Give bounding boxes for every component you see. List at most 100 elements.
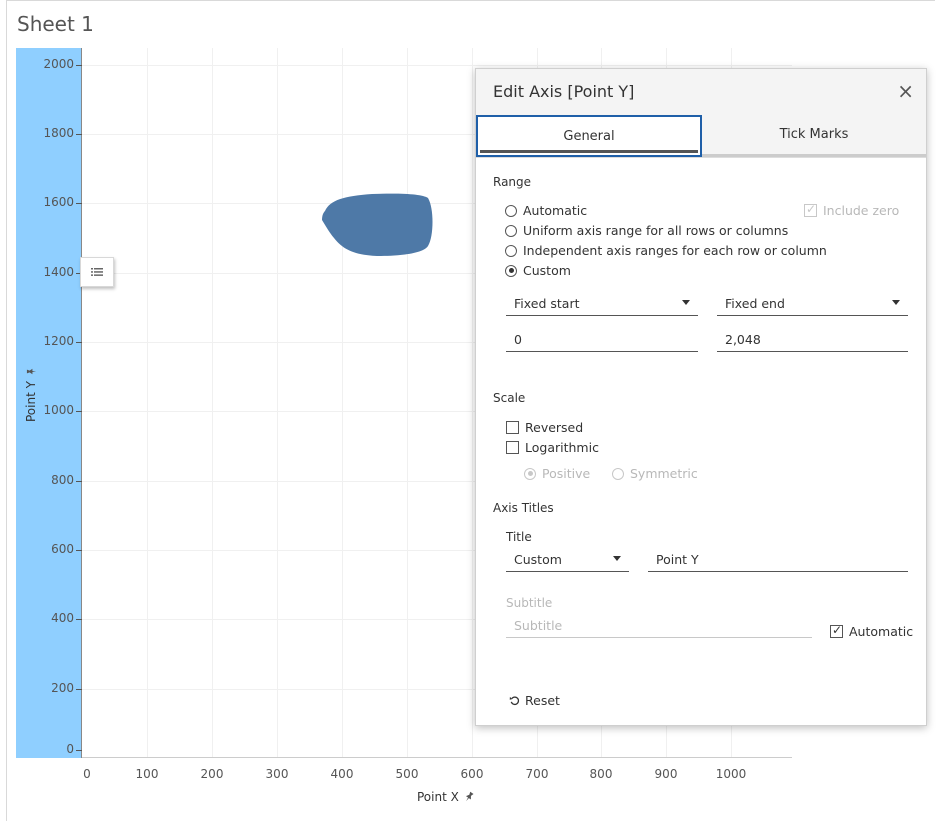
chevron-down-icon <box>682 300 690 305</box>
gridline-horizontal <box>82 203 792 204</box>
y-tick-mark <box>76 550 82 551</box>
gridline-vertical <box>147 48 148 758</box>
include-zero-checkbox[interactable] <box>804 202 817 217</box>
dialog-header[interactable]: Edit Axis [Point Y] × <box>476 69 926 115</box>
edit-axis-dialog: Edit Axis [Point Y] × General Tick Marks… <box>475 68 927 726</box>
y-tick-mark <box>76 134 82 135</box>
range-end-input[interactable]: 2,048 <box>717 328 908 352</box>
axis-titles-section-label: Axis Titles <box>493 501 554 515</box>
list-icon <box>91 268 103 276</box>
fixed-end-select[interactable]: Fixed end <box>717 292 908 316</box>
range-option-independent[interactable]: Independent axis ranges for each row or … <box>505 243 827 258</box>
y-tick-mark <box>76 411 82 412</box>
x-tick-label: 200 <box>200 767 224 781</box>
radio-positive[interactable] <box>524 467 536 480</box>
reversed-checkbox[interactable] <box>506 421 519 434</box>
y-axis-line <box>81 48 82 758</box>
gridline-vertical <box>277 48 278 758</box>
plot-area[interactable] <box>82 48 792 758</box>
title-mode-value: Custom <box>514 552 562 567</box>
include-zero-option[interactable]: Include zero <box>804 202 899 218</box>
range-section-label: Range <box>493 175 532 189</box>
range-option-custom[interactable]: Custom <box>505 263 571 278</box>
y-tick-label: 0 <box>66 742 74 756</box>
x-tick-label: 700 <box>525 767 549 781</box>
gridline-horizontal <box>82 481 792 482</box>
gridline-vertical <box>342 48 343 758</box>
y-tick-mark <box>76 481 82 482</box>
y-tick-label: 1600 <box>43 195 74 209</box>
radio-positive-label: Positive <box>542 466 591 481</box>
fixed-end-value: Fixed end <box>725 296 785 311</box>
chart-marks <box>322 193 433 256</box>
x-tick-label: 1000 <box>715 767 747 781</box>
range-start-input[interactable]: 0 <box>506 328 698 352</box>
y-tick-mark <box>76 619 82 620</box>
close-icon[interactable]: × <box>897 79 914 103</box>
title-label: Title <box>506 530 532 544</box>
fixed-start-select[interactable]: Fixed start <box>506 292 698 316</box>
subtitle-label: Subtitle <box>506 596 553 610</box>
gridline-horizontal <box>82 273 792 274</box>
chevron-down-icon <box>613 556 621 561</box>
subtitle-automatic-option[interactable]: Automatic <box>830 623 913 639</box>
radio-uniform[interactable] <box>505 224 517 237</box>
y-tick-mark <box>76 273 82 274</box>
y-tick-mark <box>76 203 82 204</box>
x-axis-title-text: Point X <box>417 790 459 804</box>
y-tick-mark <box>76 65 82 66</box>
gridline-horizontal <box>82 65 792 66</box>
reset-button[interactable]: Reset <box>509 693 560 708</box>
fixed-start-value: Fixed start <box>514 296 580 311</box>
subtitle-input[interactable]: Subtitle <box>506 614 812 638</box>
radio-custom[interactable] <box>505 264 517 277</box>
y-axis-title[interactable]: Point Y <box>24 366 38 422</box>
x-tick-label: 400 <box>330 767 354 781</box>
dialog-title: Edit Axis [Point Y] <box>493 82 635 101</box>
x-tick-label: 500 <box>395 767 419 781</box>
y-tick-mark <box>76 342 82 343</box>
logarithmic-checkbox[interactable] <box>506 441 519 454</box>
x-tick-label: 600 <box>460 767 484 781</box>
logarithmic-option[interactable]: Logarithmic <box>506 440 599 455</box>
range-option-uniform[interactable]: Uniform axis range for all rows or colum… <box>505 223 788 238</box>
reversed-label: Reversed <box>525 420 584 435</box>
y-tick-label: 2000 <box>43 57 74 71</box>
polygon-mark[interactable] <box>322 193 433 256</box>
tab-general[interactable]: General <box>476 115 702 157</box>
y-tick-label: 200 <box>51 681 74 695</box>
x-axis-title[interactable]: Point X <box>417 790 475 804</box>
title-input[interactable]: Point Y <box>648 548 908 572</box>
range-option-automatic[interactable]: Automatic <box>505 203 587 218</box>
radio-independent-label: Independent axis ranges for each row or … <box>523 243 827 258</box>
x-tick-label: 300 <box>265 767 289 781</box>
radio-symmetric-label: Symmetric <box>630 466 698 481</box>
scale-symmetric-option[interactable]: Symmetric <box>612 466 698 481</box>
y-tick-label: 1000 <box>43 403 74 417</box>
pin-icon <box>26 368 36 375</box>
x-tick-label: 100 <box>135 767 159 781</box>
gridline-horizontal <box>82 550 792 551</box>
radio-automatic[interactable] <box>505 204 517 217</box>
radio-symmetric[interactable] <box>612 467 624 480</box>
gridline-horizontal <box>82 689 792 690</box>
y-tick-label: 400 <box>51 611 74 625</box>
chevron-down-icon <box>892 300 900 305</box>
pin-icon <box>465 791 474 802</box>
subtitle-automatic-checkbox[interactable] <box>830 623 843 638</box>
y-axis-band[interactable] <box>16 48 82 758</box>
radio-custom-label: Custom <box>523 263 571 278</box>
gridline-vertical <box>212 48 213 758</box>
y-tick-label: 1800 <box>43 126 74 140</box>
logarithmic-label: Logarithmic <box>525 440 599 455</box>
field-menu-button[interactable] <box>80 257 114 287</box>
sheet-title: Sheet 1 <box>17 12 94 36</box>
reversed-option[interactable]: Reversed <box>506 420 583 435</box>
radio-independent[interactable] <box>505 244 517 257</box>
gridline-horizontal <box>82 342 792 343</box>
tab-tick-marks[interactable]: Tick Marks <box>702 115 926 157</box>
y-tick-label: 600 <box>51 542 74 556</box>
scale-positive-option[interactable]: Positive <box>524 466 590 481</box>
title-mode-select[interactable]: Custom <box>506 548 629 572</box>
gridline-horizontal <box>82 134 792 135</box>
